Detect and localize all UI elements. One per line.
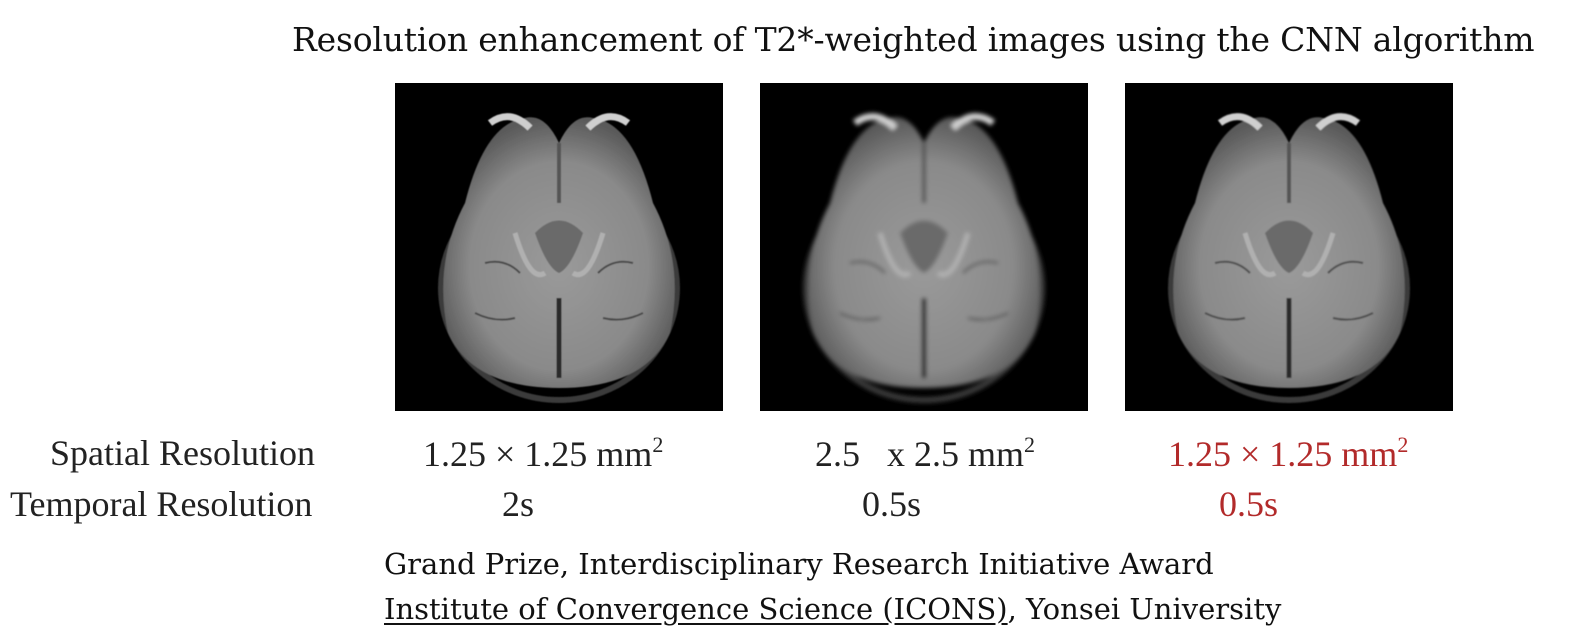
figure-title: Resolution enhancement of T2*-weighted i… [292, 20, 1535, 59]
award-caption: Grand Prize, Interdisciplinary Research … [384, 547, 1214, 581]
spatial-resolution-label: Spatial Resolution [50, 433, 315, 473]
brain-scan-3 [1168, 113, 1410, 403]
mri-image-low-resolution [760, 83, 1088, 411]
temporal-value-1: 2s [502, 484, 535, 524]
institute-caption: Institute of Convergence Science (ICONS)… [384, 592, 1282, 626]
brain-scan-1 [438, 113, 680, 403]
spatial-value-1: 1.25 × 1.25 mm2 [423, 432, 664, 474]
spatial-value-3: 1.25 × 1.25 mm2 [1168, 432, 1409, 474]
icons-link[interactable]: Institute of Convergence Science (ICONS) [384, 592, 1008, 626]
mri-image-original [395, 83, 723, 411]
spatial-value-2: 2.5 x 2.5 mm2 [815, 432, 1036, 474]
temporal-value-2: 0.5s [862, 484, 922, 524]
temporal-value-3: 0.5s [1219, 484, 1279, 524]
mri-image-cnn-enhanced [1125, 83, 1453, 411]
brain-scan-2 [803, 113, 1045, 403]
temporal-resolution-label: Temporal Resolution [10, 484, 313, 524]
